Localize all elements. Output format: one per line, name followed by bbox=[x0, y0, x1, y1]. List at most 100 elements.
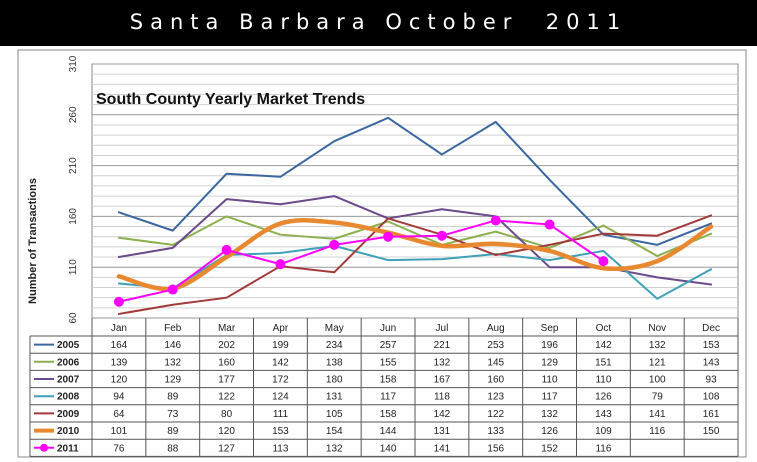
table-cell: 177 bbox=[218, 375, 235, 386]
table-cell: 126 bbox=[541, 426, 558, 437]
y-tick-label: 160 bbox=[68, 208, 79, 225]
table-cell: 139 bbox=[111, 357, 128, 368]
table-cell: 64 bbox=[113, 409, 125, 420]
x-tick-label: Oct bbox=[596, 323, 612, 334]
table-cell: 120 bbox=[218, 426, 235, 437]
table-cell: 120 bbox=[111, 375, 128, 386]
point-2011 bbox=[221, 244, 232, 255]
table-cell: 158 bbox=[380, 409, 397, 420]
table-cell: 88 bbox=[167, 443, 179, 454]
table-cell: 105 bbox=[326, 409, 343, 420]
table-cell: 132 bbox=[326, 443, 343, 454]
table-cell: 73 bbox=[167, 409, 179, 420]
banner: Santa Barbara October 2011 bbox=[0, 0, 757, 46]
x-tick-label: Jan bbox=[111, 323, 127, 334]
table-cell: 117 bbox=[380, 392, 396, 403]
table-cell: 152 bbox=[541, 443, 558, 454]
series-line-2006 bbox=[117, 215, 713, 258]
table-cell: 127 bbox=[218, 443, 235, 454]
table-cell: 133 bbox=[487, 426, 504, 437]
table-cell: 138 bbox=[326, 357, 343, 368]
table-cell: 129 bbox=[541, 357, 558, 368]
table-cell: 253 bbox=[487, 340, 504, 351]
x-tick-label: Mar bbox=[218, 323, 236, 334]
table-cell: 121 bbox=[649, 357, 666, 368]
table-cell: 143 bbox=[703, 357, 720, 368]
table-cell: 124 bbox=[272, 392, 289, 403]
table-cell: 132 bbox=[434, 357, 451, 368]
y-tick-label: 310 bbox=[68, 55, 79, 72]
table-cell: 142 bbox=[595, 340, 612, 351]
table-cell: 146 bbox=[164, 340, 181, 351]
table-cell: 132 bbox=[541, 409, 558, 420]
legend-label-2009: 2009 bbox=[57, 409, 80, 420]
series-line-2010 bbox=[116, 218, 714, 292]
point-2011 bbox=[383, 231, 394, 242]
banner-title: Santa Barbara October 2011 bbox=[129, 10, 628, 34]
series-line-2005 bbox=[117, 116, 713, 246]
point-2011 bbox=[113, 296, 124, 307]
line-chart: 60 110 160 210 260 310 Number of Transactions… bbox=[17, 49, 747, 458]
legend-label-2007: 2007 bbox=[57, 375, 80, 386]
table-cell: 150 bbox=[703, 426, 720, 437]
x-tick-label: Dec bbox=[702, 323, 720, 334]
legend-label-2011: 2011 bbox=[57, 443, 79, 454]
table-cell: 131 bbox=[434, 426, 451, 437]
table-cell: 140 bbox=[380, 443, 397, 454]
y-tick-label: 210 bbox=[68, 157, 79, 174]
table-cell: 155 bbox=[380, 357, 397, 368]
table-cell: 76 bbox=[113, 443, 125, 454]
table-cell: 131 bbox=[326, 392, 343, 403]
table-cell: 196 bbox=[541, 340, 558, 351]
table-cell: 160 bbox=[218, 357, 235, 368]
table-cell: 129 bbox=[164, 375, 181, 386]
table-cell: 122 bbox=[487, 409, 504, 420]
y-tick-labels: 60 110 160 210 260 310 bbox=[68, 55, 79, 323]
y-tick-label: 60 bbox=[68, 312, 79, 324]
table-cell: 94 bbox=[113, 392, 125, 403]
table-cell: 142 bbox=[272, 357, 289, 368]
point-2011 bbox=[490, 215, 501, 226]
table-cell: 113 bbox=[272, 443, 288, 454]
x-tick-label: Jun bbox=[380, 323, 396, 334]
table-cell: 123 bbox=[487, 392, 504, 403]
table-cell: 161 bbox=[703, 409, 720, 420]
table-cell: 132 bbox=[649, 340, 666, 351]
table-cell: 145 bbox=[487, 357, 504, 368]
table-cell: 167 bbox=[434, 375, 451, 386]
x-tick-label: Sep bbox=[541, 323, 559, 334]
table-cell: 234 bbox=[326, 340, 343, 351]
legend-label-2005: 2005 bbox=[57, 340, 80, 351]
table-cell: 172 bbox=[272, 375, 289, 386]
table-cell: 117 bbox=[542, 392, 558, 403]
y-tick-label: 110 bbox=[68, 259, 79, 275]
table-cell: 118 bbox=[434, 392, 450, 403]
table-cell: 122 bbox=[218, 392, 235, 403]
table-cell: 158 bbox=[380, 375, 397, 386]
y-axis-label: Number of Transactions bbox=[27, 178, 39, 304]
table-cell: 153 bbox=[272, 426, 289, 437]
data-table: Jan Feb Mar Apr May Jun Jul Aug Sep Oct Nov Dec 2005… bbox=[29, 318, 739, 457]
table-cell: 144 bbox=[380, 426, 397, 437]
point-2011 bbox=[329, 239, 340, 250]
table-cell: 132 bbox=[164, 357, 181, 368]
table-cell: 116 bbox=[595, 443, 611, 454]
table-cell: 142 bbox=[434, 409, 451, 420]
table-cell: 141 bbox=[434, 443, 451, 454]
table-cell: 110 bbox=[542, 375, 558, 386]
table-cell: 126 bbox=[595, 392, 612, 403]
table-cell: 79 bbox=[652, 392, 664, 403]
series-line-2011 bbox=[117, 219, 605, 303]
point-2011 bbox=[275, 259, 286, 270]
table-cell: 93 bbox=[706, 375, 718, 386]
series-line-2009 bbox=[117, 214, 713, 315]
table-cell: 141 bbox=[649, 409, 666, 420]
table-cell: 80 bbox=[221, 409, 233, 420]
x-tick-label: Apr bbox=[273, 323, 289, 334]
table-cell: 116 bbox=[649, 426, 665, 437]
x-tick-label: May bbox=[325, 323, 344, 334]
table-cell: 257 bbox=[380, 340, 397, 351]
x-tick-label: Nov bbox=[648, 323, 666, 334]
x-tick-label: Aug bbox=[487, 323, 505, 334]
x-tick-label: Feb bbox=[164, 323, 182, 334]
